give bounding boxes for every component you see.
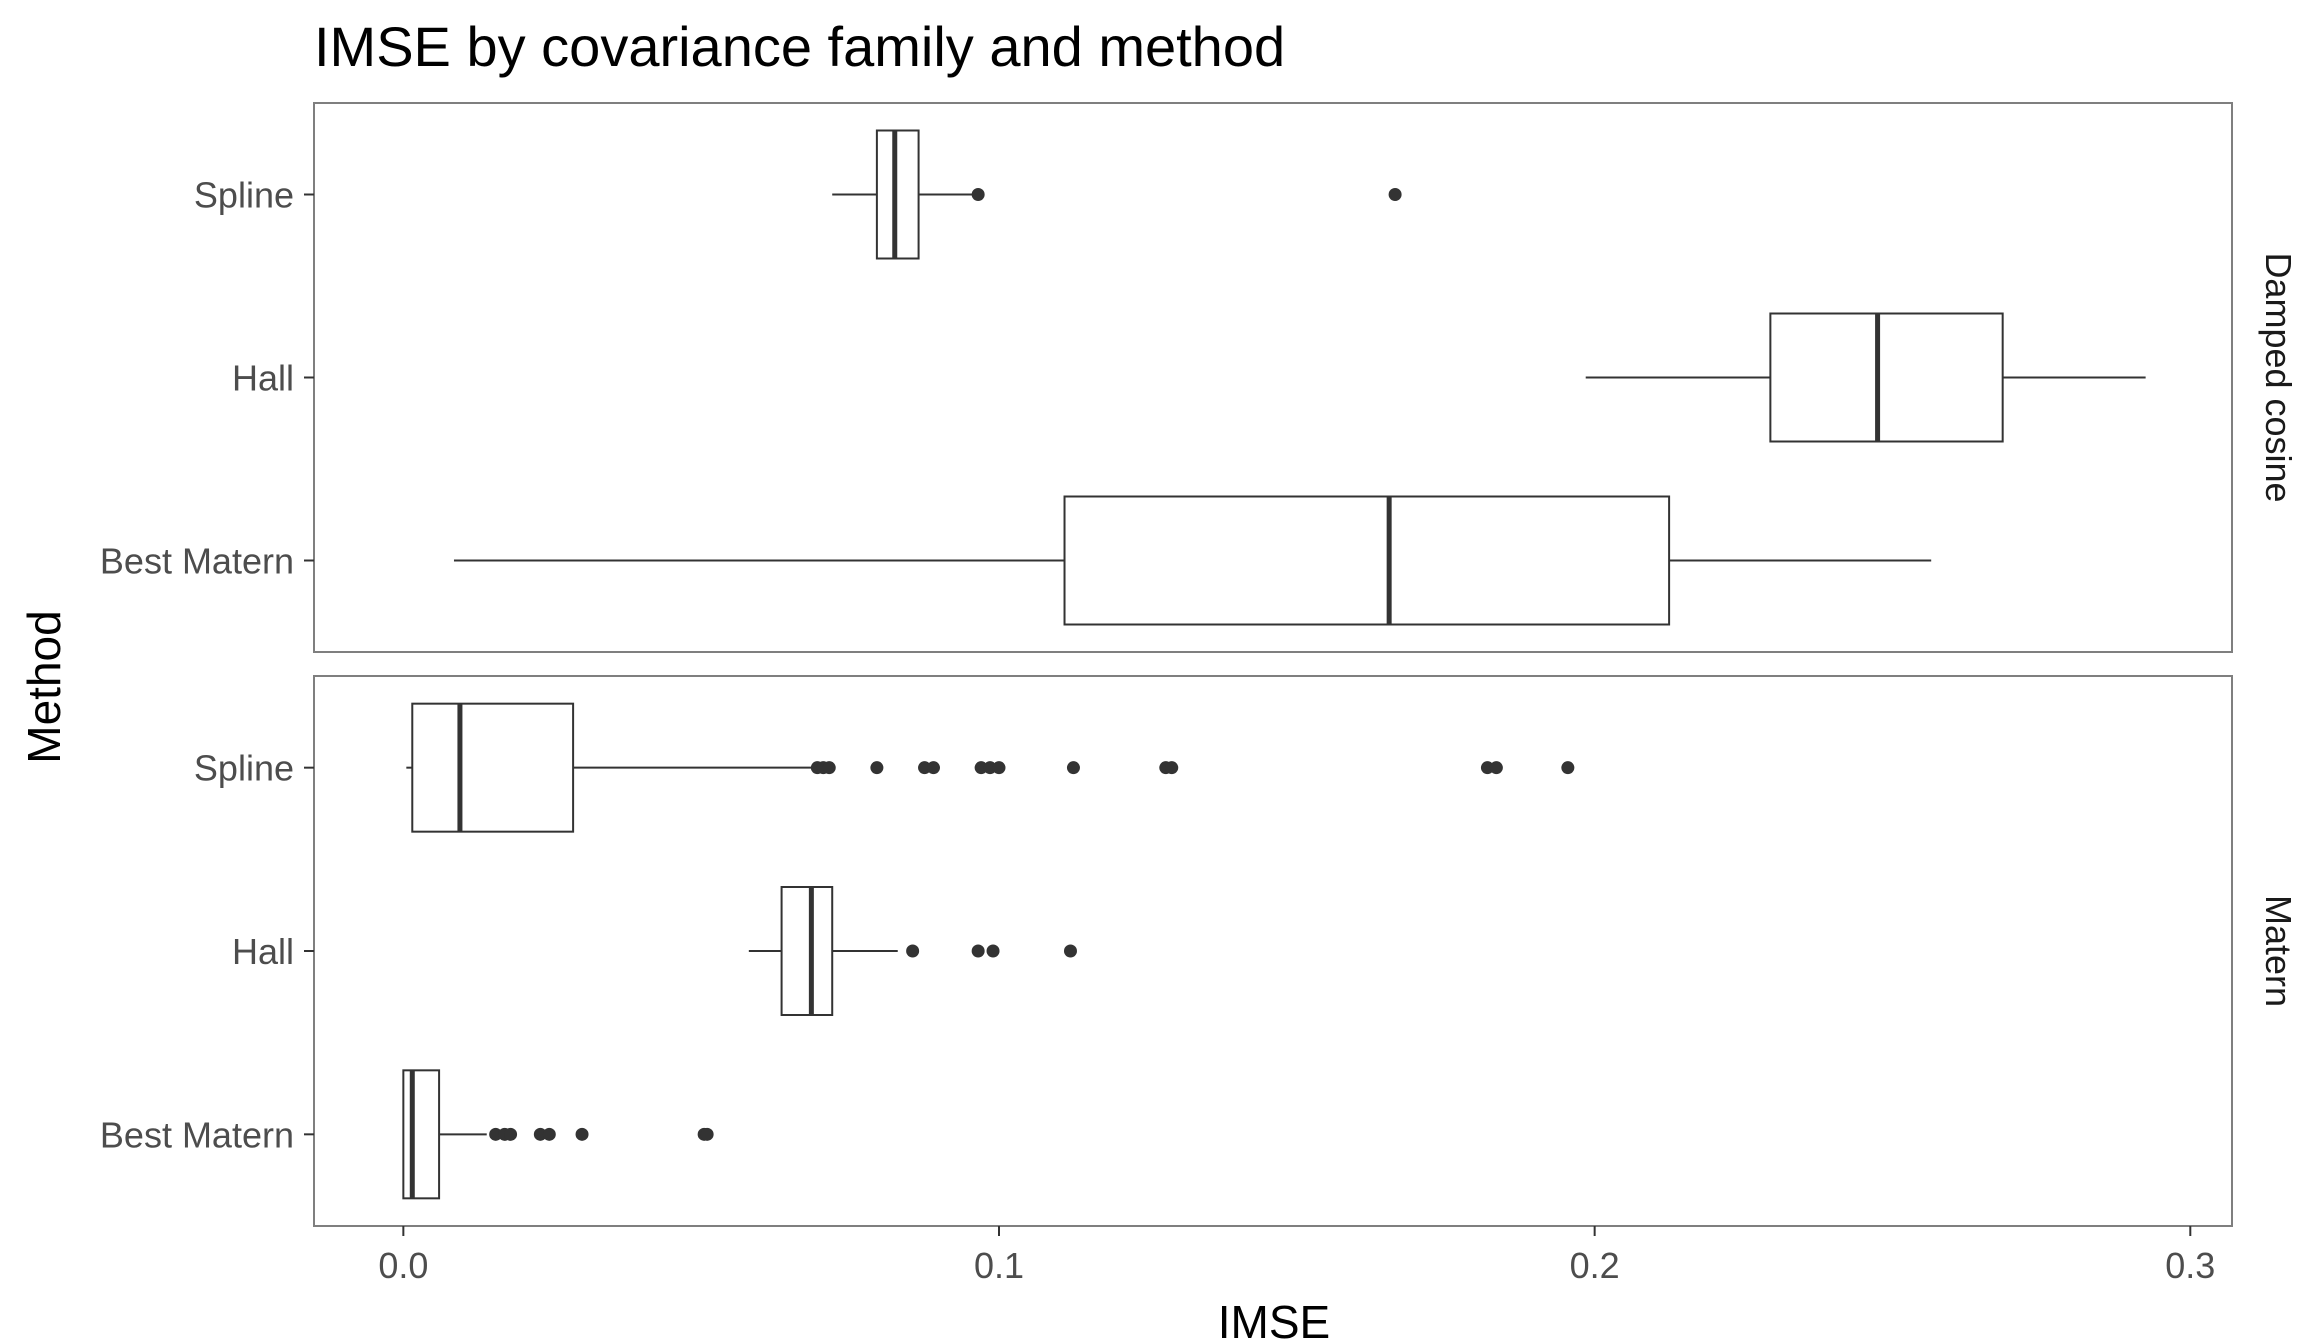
outlier-point [992, 761, 1006, 775]
outlier-point [971, 944, 985, 958]
y-tick-label: Best Matern [100, 541, 294, 582]
outlier-point [575, 1127, 589, 1141]
outlier-point [1063, 944, 1077, 958]
outlier-point [974, 761, 988, 775]
box-0-0 [832, 129, 1402, 260]
iqr-box [1063, 495, 1671, 626]
facet-panel: Matern Spline Hall Best Matern [100, 675, 2299, 1227]
iqr-box [875, 129, 920, 260]
y-axis-title: Method [18, 610, 70, 763]
outlier-point [1388, 188, 1402, 201]
iqr-box [1769, 312, 2004, 443]
outlier-point [504, 1127, 518, 1141]
panel-border [313, 675, 2233, 1227]
outlier-point [870, 761, 884, 775]
box-0-2 [453, 495, 1932, 626]
x-axis-title: IMSE [1218, 1296, 1330, 1344]
outlier-point [822, 761, 836, 775]
x-tick-label: 0.0 [378, 1245, 428, 1286]
iqr-box [411, 702, 575, 833]
box-1-2 [402, 1069, 714, 1200]
outlier-point [971, 188, 985, 201]
x-tick-label: 0.3 [2165, 1245, 2215, 1286]
box-0-1 [1585, 312, 2146, 443]
outlier-point [1480, 761, 1494, 775]
facet-strip-label: Damped cosine [2258, 252, 2299, 502]
x-tick-label: 0.1 [974, 1245, 1024, 1286]
box-1-0 [406, 702, 1575, 833]
iqr-box [402, 1069, 441, 1200]
y-tick-label: Hall [232, 358, 294, 399]
outlier-point [542, 1127, 556, 1141]
outlier-point [918, 761, 932, 775]
outlier-point [1165, 761, 1179, 775]
outlier-point [1489, 761, 1503, 775]
y-tick-label: Hall [232, 931, 294, 972]
iqr-box [780, 886, 834, 1016]
outlier-point [906, 944, 920, 958]
chart-title: IMSE by covariance family and method [314, 15, 1285, 78]
outlier-point [926, 761, 940, 775]
x-tick-label: 0.2 [1570, 1245, 1620, 1286]
outlier-point [489, 1127, 503, 1141]
outlier-point [983, 761, 997, 775]
outlier-point [986, 944, 1000, 958]
outlier-point [1561, 761, 1575, 775]
y-tick-label: Spline [194, 175, 294, 216]
outlier-point [1066, 761, 1080, 775]
y-tick-label: Best Matern [100, 1114, 294, 1155]
outlier-point [533, 1127, 547, 1141]
facet-panel: Damped cosine Spline Hall Best Matern [100, 102, 2299, 653]
x-axis: 0.0 0.1 0.2 0.3 [378, 1226, 2215, 1286]
y-tick-label: Spline [194, 748, 294, 789]
outlier-point [700, 1127, 714, 1141]
box-1-1 [748, 886, 1077, 1016]
facet-strip-label: Matern [2258, 895, 2299, 1007]
